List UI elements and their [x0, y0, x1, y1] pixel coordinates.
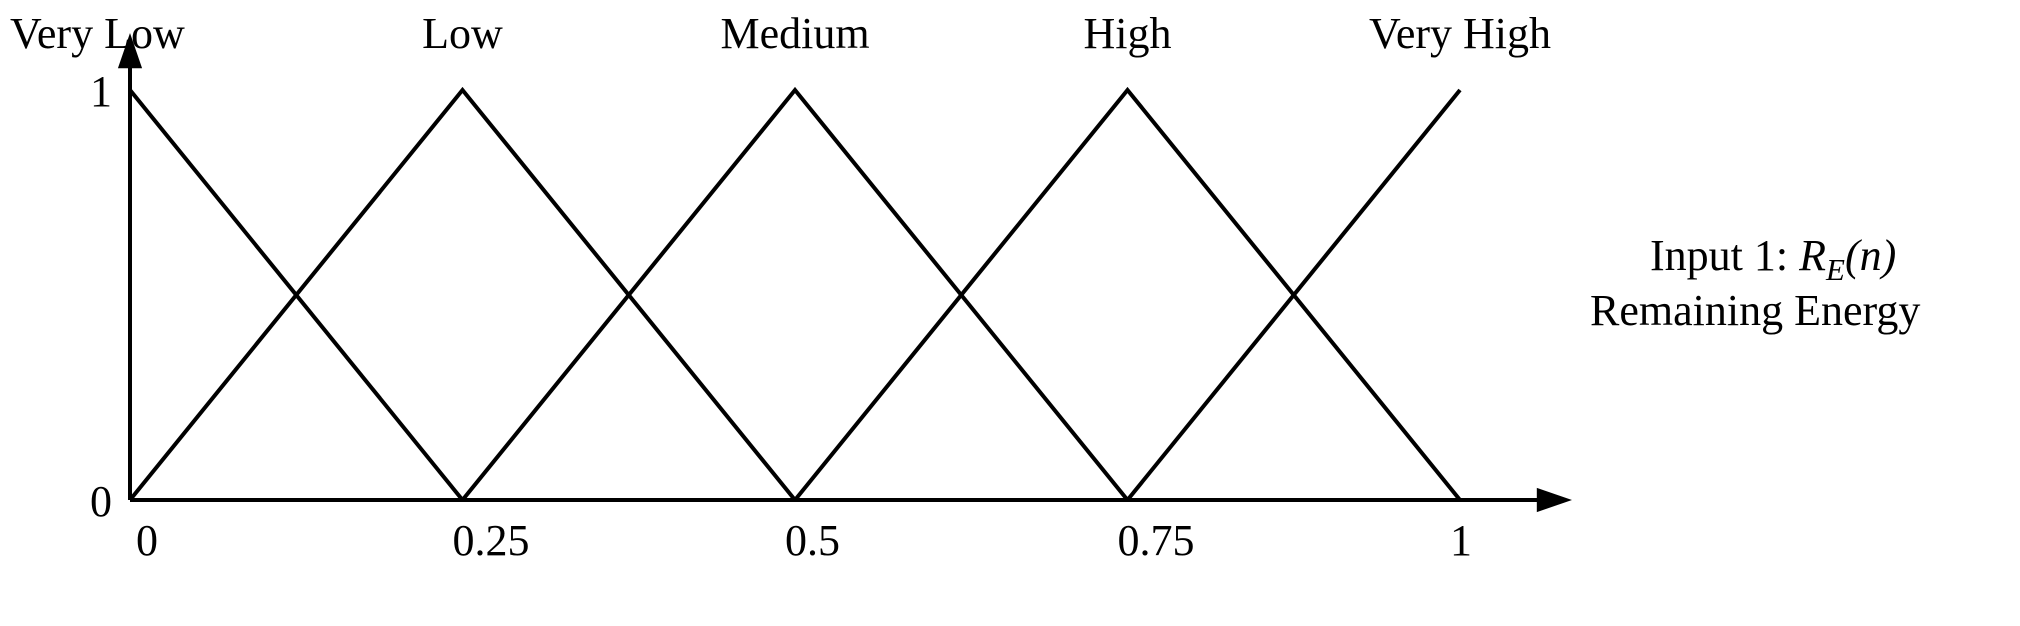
membership-curve	[795, 90, 1460, 500]
x-tick-label: 0.25	[453, 515, 530, 566]
x-axis-arrow	[1537, 488, 1572, 512]
side-label-line1: Input 1: RE(n)	[1650, 230, 1896, 288]
side-label-line2: Remaining Energy	[1590, 285, 1920, 336]
x-tick-label: 0.5	[785, 515, 840, 566]
y-tick-label: 0	[90, 476, 112, 527]
fuzzy-label: Very Low	[10, 8, 185, 59]
x-tick-label: 0	[136, 515, 158, 566]
fuzzy-label: Medium	[720, 8, 869, 59]
fuzzy-label: Very High	[1369, 8, 1551, 59]
membership-curve	[463, 90, 1128, 500]
x-tick-label: 0.75	[1118, 515, 1195, 566]
y-tick-label: 1	[90, 66, 112, 117]
x-tick-label: 1	[1450, 515, 1472, 566]
fuzzy-label: High	[1084, 8, 1172, 59]
fuzzy-membership-chart: Very Low Low Medium High Very High 0 1 0 0.25 0.5…	[0, 0, 2020, 626]
membership-curve	[130, 90, 795, 500]
fuzzy-label: Low	[422, 8, 503, 59]
